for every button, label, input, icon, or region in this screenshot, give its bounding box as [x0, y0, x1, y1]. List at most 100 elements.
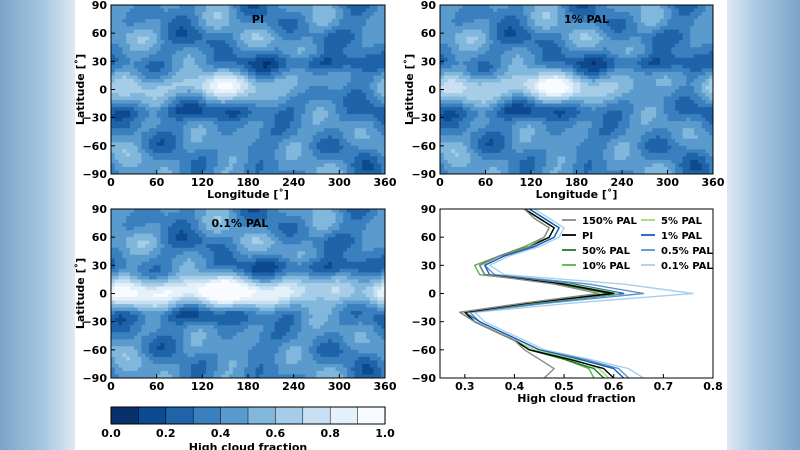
heatmap-cell [156, 89, 162, 94]
heatmap-cell [519, 33, 525, 38]
heatmap-cell [697, 68, 703, 73]
heatmap-cell [278, 19, 283, 24]
heatmap-cell [236, 29, 241, 34]
heatmap-cell [175, 54, 181, 59]
heatmap-cell [251, 54, 257, 59]
heatmap-cell [301, 22, 306, 27]
heatmap-cell [217, 47, 222, 52]
heatmap-cell [202, 110, 207, 115]
heatmap-cell [217, 12, 222, 17]
heatmap-cell [346, 170, 352, 174]
heatmap-cell [637, 12, 642, 17]
heatmap-cell [320, 166, 325, 172]
heatmap-cell [373, 166, 378, 172]
heatmap-cell [145, 19, 150, 24]
heatmap-cell [614, 54, 619, 59]
heatmap-cell [156, 152, 162, 157]
heatmap-cell [225, 22, 230, 27]
heatmap-cell [603, 50, 608, 55]
heatmap-cell [667, 15, 672, 20]
heatmap-cell [346, 29, 352, 34]
heatmap-cell [686, 57, 691, 62]
heatmap-cell [312, 64, 318, 69]
heatmap-cell [141, 40, 146, 45]
heatmap-cell [118, 103, 124, 108]
heatmap-cell [225, 156, 230, 161]
heatmap-cell [335, 89, 340, 94]
heatmap-cell [282, 40, 287, 45]
heatmap-cell [270, 61, 276, 66]
heatmap-cell [248, 43, 253, 48]
heatmap-cell [213, 64, 219, 69]
heatmap-cell [663, 57, 669, 62]
heatmap-cell [236, 145, 241, 150]
heatmap-cell [187, 40, 192, 45]
heatmap-cell [263, 26, 268, 31]
heatmap-cell [152, 96, 158, 101]
heatmap-cell [576, 71, 581, 77]
heatmap-cell [164, 12, 169, 17]
heatmap-cell [202, 8, 207, 13]
heatmap-cell [331, 128, 337, 133]
heatmap-cell [267, 100, 272, 105]
heatmap-cell [576, 57, 581, 62]
heatmap-cell [240, 54, 245, 59]
heatmap-cell [542, 64, 547, 69]
heatmap-cell [572, 75, 578, 80]
heatmap-cell [213, 138, 219, 143]
heatmap-cell [133, 78, 139, 84]
heatmap-cell [259, 103, 264, 108]
heatmap-cell [485, 57, 490, 62]
heatmap-cell [141, 163, 146, 168]
heatmap-cell [324, 50, 329, 55]
heatmap-cell [171, 156, 177, 161]
heatmap-cell [500, 15, 506, 20]
heatmap-cell [327, 159, 333, 165]
heatmap-cell [156, 12, 162, 17]
heatmap-cell [339, 142, 344, 147]
heatmap-cell [213, 124, 219, 129]
heatmap-cell [187, 103, 192, 108]
heatmap-cell [346, 145, 352, 150]
heatmap-cell [504, 15, 509, 20]
heatmap-cell [232, 166, 238, 172]
heatmap-cell [213, 131, 219, 136]
heatmap-cell [587, 5, 593, 10]
heatmap-cell [164, 47, 169, 52]
heatmap-cell [118, 100, 124, 105]
heatmap-cell [572, 26, 578, 31]
heatmap-cell [122, 29, 127, 34]
heatmap-cell [244, 36, 249, 41]
heatmap-cell [538, 36, 543, 41]
heatmap-cell [221, 15, 226, 20]
heatmap-cell [496, 26, 502, 31]
heatmap-cell [339, 96, 344, 101]
heatmap-cell [633, 61, 638, 66]
heatmap-cell [455, 71, 460, 77]
heatmap-cell [232, 156, 238, 161]
heatmap-cell [251, 124, 257, 129]
heatmap-cell [331, 149, 337, 154]
heatmap-cell [443, 15, 449, 20]
heatmap-cell [443, 19, 449, 24]
heatmap-cell [228, 166, 234, 172]
heatmap-cell [137, 40, 143, 45]
heatmap-cell [114, 75, 120, 80]
heatmap-cell [504, 36, 509, 41]
heatmap-cell [565, 36, 570, 41]
heatmap-cell [644, 8, 650, 13]
heatmap-cell [175, 85, 181, 91]
heatmap-cell [171, 54, 177, 59]
heatmap-cell [316, 159, 321, 165]
heatmap-cell [213, 145, 219, 150]
heatmap-cell [584, 71, 589, 77]
heatmap-cell [232, 5, 238, 10]
heatmap-cell [565, 68, 570, 73]
heatmap-cell [458, 8, 464, 13]
heatmap-cell [312, 8, 318, 13]
heatmap-cell [324, 103, 329, 108]
heatmap-cell [327, 89, 333, 94]
heatmap-cell [213, 29, 219, 34]
heatmap-cell [206, 8, 211, 13]
heatmap-cell [209, 64, 215, 69]
